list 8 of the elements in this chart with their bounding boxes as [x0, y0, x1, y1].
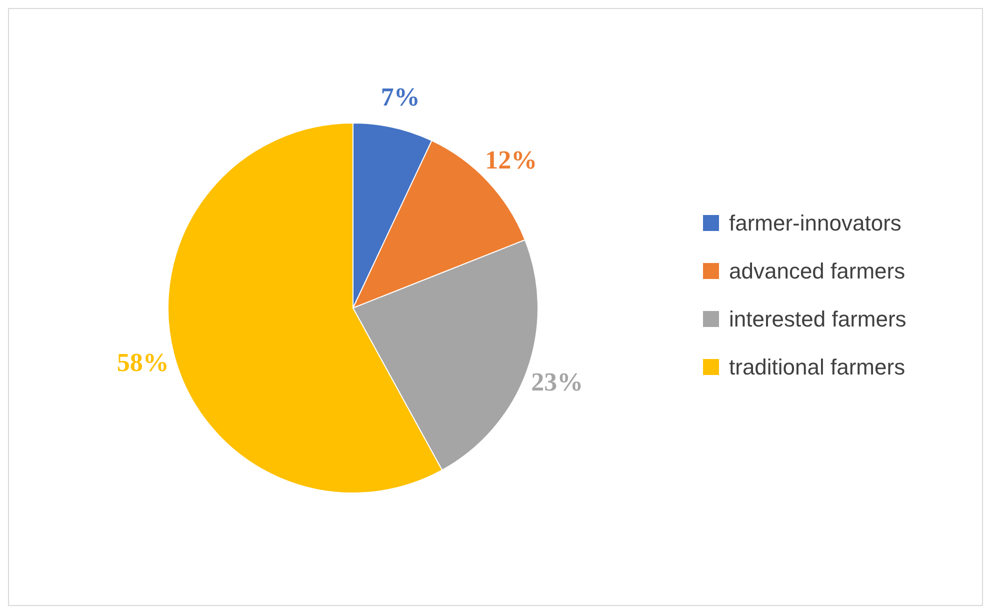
data-label: 12%	[485, 146, 538, 175]
legend-label: advanced farmers	[729, 258, 906, 284]
legend-label: interested farmers	[729, 306, 906, 332]
data-label: 23%	[531, 368, 584, 397]
legend-label: farmer-innovators	[729, 210, 902, 236]
data-label: 7%	[380, 82, 420, 112]
legend-label: traditional farmers	[729, 354, 906, 380]
data-label: 58%	[116, 348, 169, 378]
